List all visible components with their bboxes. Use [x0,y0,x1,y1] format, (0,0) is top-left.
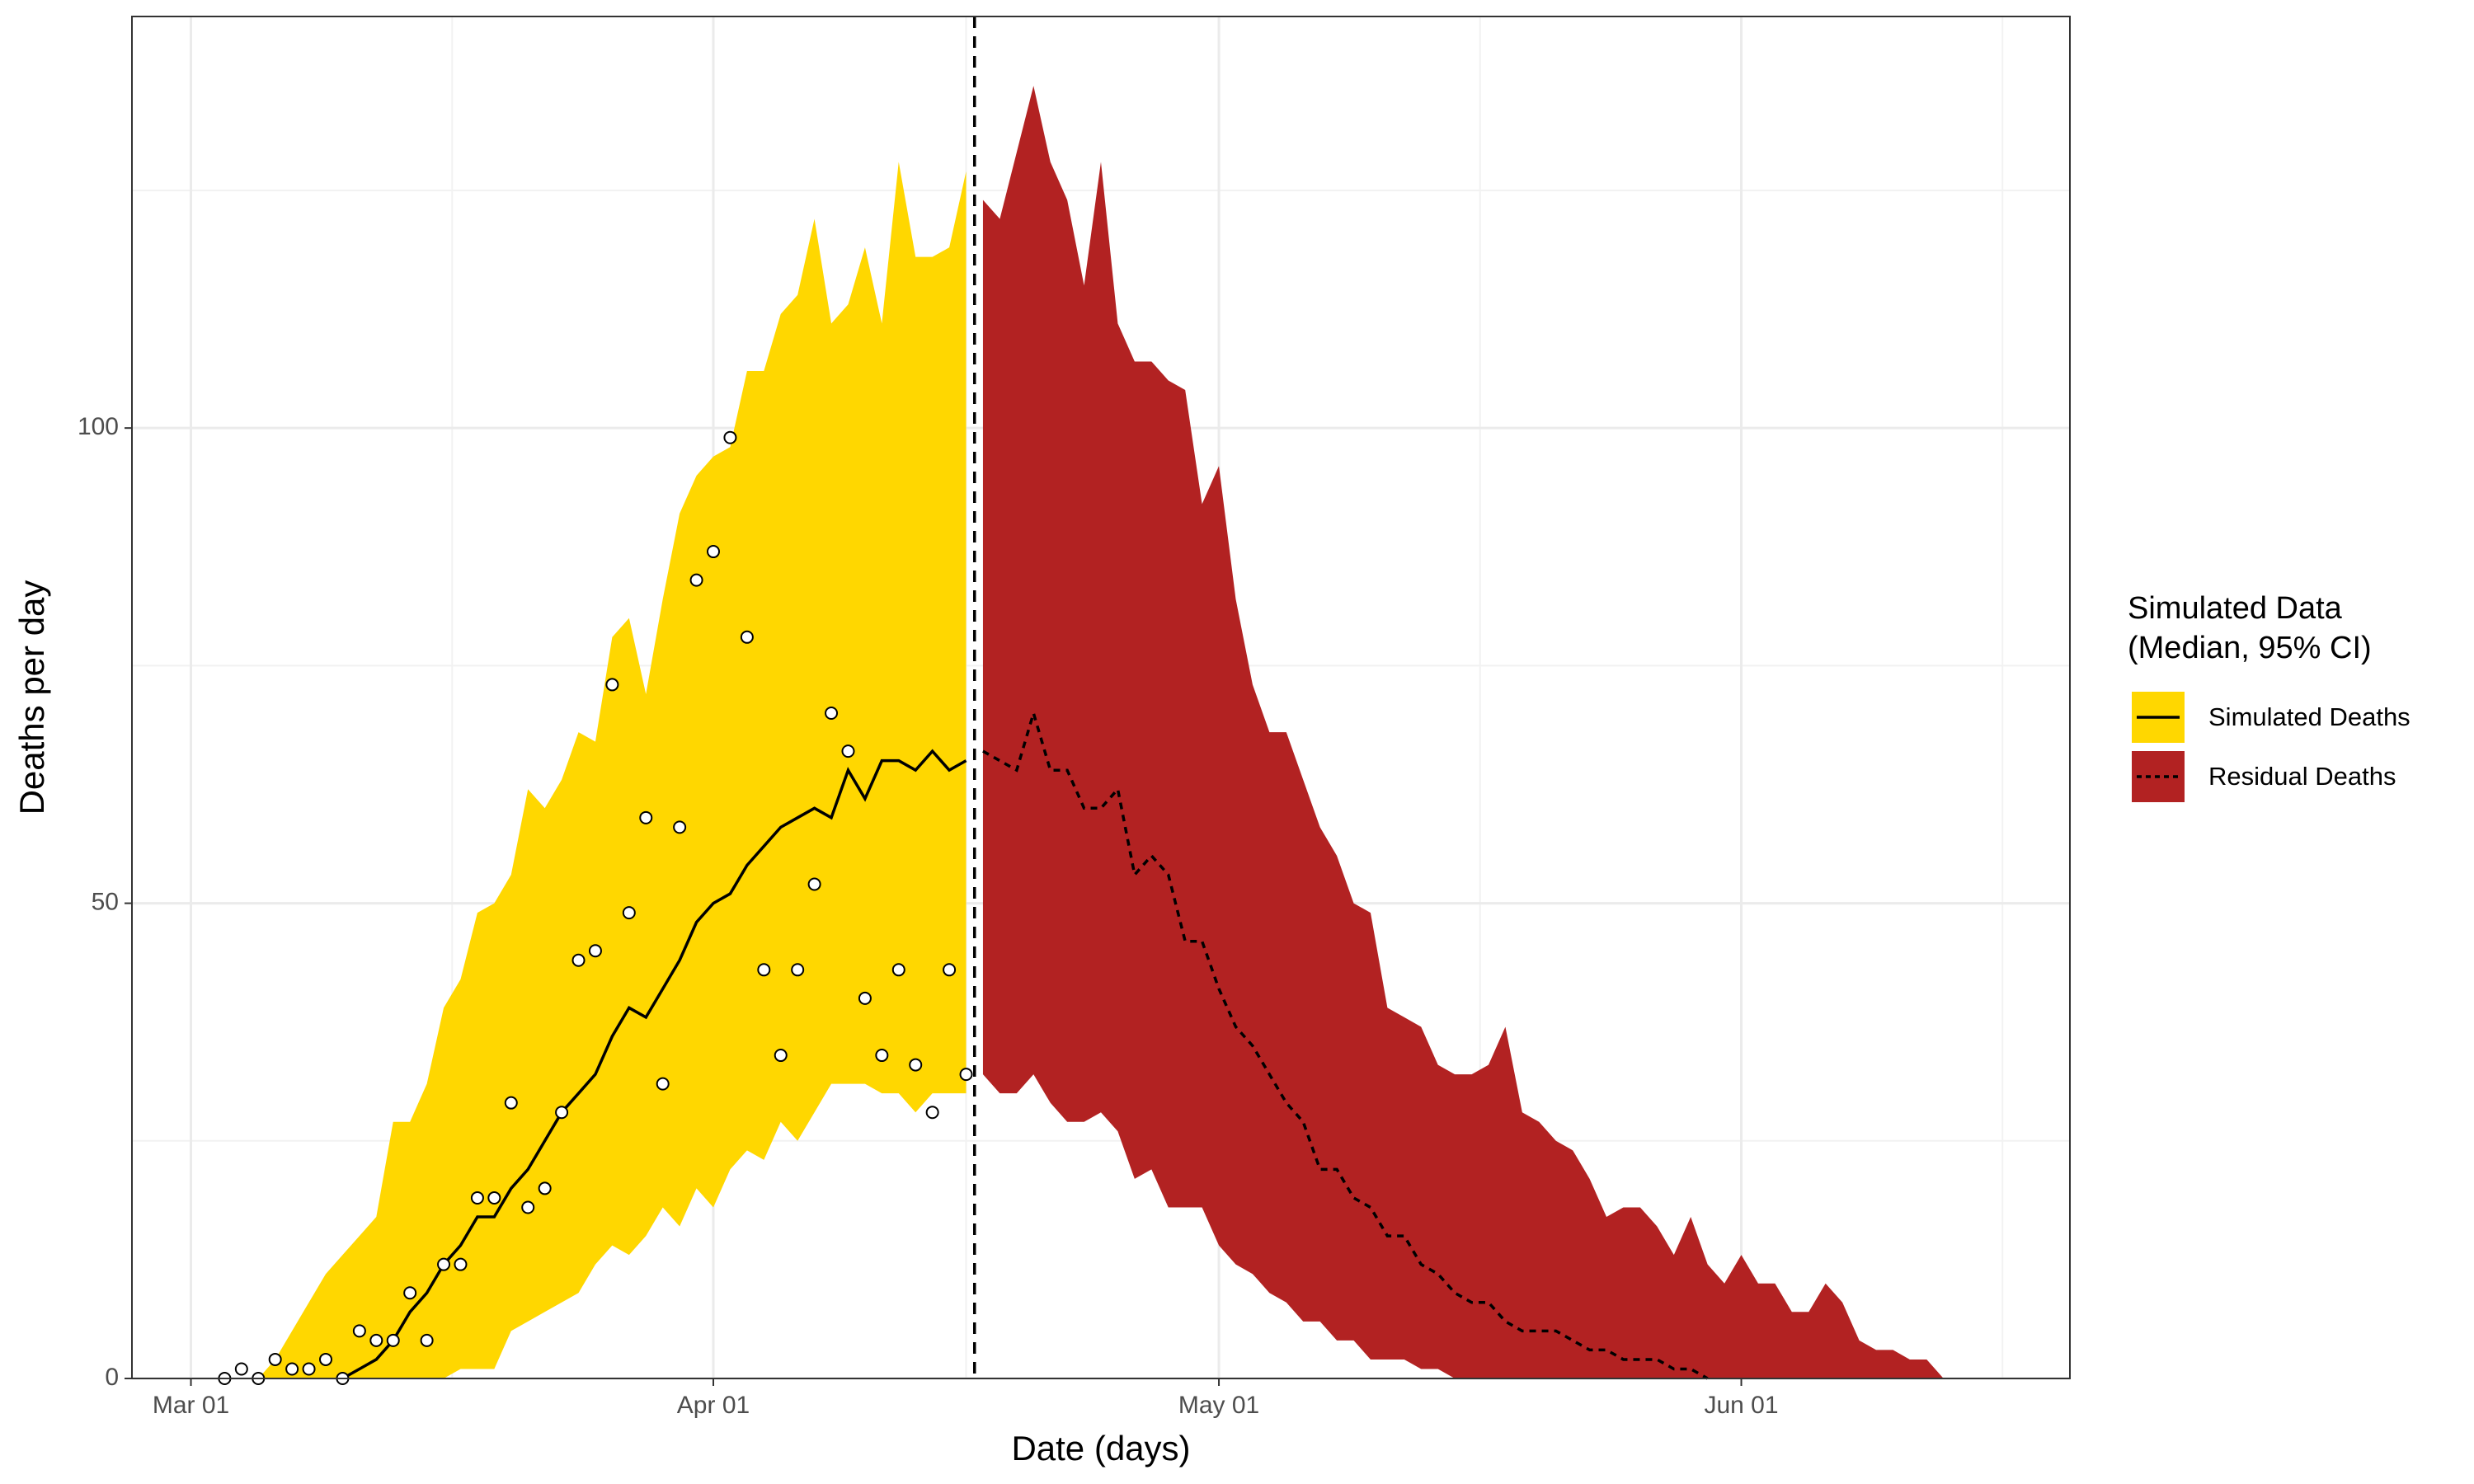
observed-point [470,1190,484,1205]
observed-point [285,1362,299,1376]
observed-point [504,1096,518,1110]
observed-point [656,1077,670,1091]
y-tick-label: 50 [92,889,119,916]
observed-point [622,906,636,920]
x-tick-label: May 01 [1178,1392,1259,1419]
observed-point [757,963,771,977]
observed-point [740,630,754,644]
observed-point [858,991,872,1005]
median-line [982,707,1709,1380]
observed-point [605,678,619,692]
observed-point [386,1333,400,1347]
observed-point [791,963,805,977]
observed-point [925,1106,939,1120]
observed-point [891,963,905,977]
observed-point [875,1049,889,1063]
legend-label: Simulated Deaths [2208,702,2411,731]
observed-point [302,1362,316,1376]
observed-point [369,1333,383,1347]
observed-point [707,545,720,559]
x-axis-title: Date (days) [1011,1429,1190,1468]
panel-border [131,16,2071,1379]
observed-point [639,810,653,824]
observed-point [689,573,703,587]
observed-point [555,1106,569,1120]
observed-point [352,1324,366,1338]
x-tick-label: Jun 01 [1704,1392,1778,1419]
observed-point [403,1286,417,1300]
observed-point [673,820,687,834]
observed-point [774,1049,788,1063]
observed-point [268,1352,282,1366]
observed-point [588,944,602,958]
observed-point [909,1058,923,1072]
observed-point [234,1362,248,1376]
observed-point [571,953,586,967]
x-tick-label: Mar 01 [153,1392,229,1419]
observed-point [487,1190,501,1205]
y-tick-label: 100 [78,413,119,440]
x-tick-label: Apr 01 [677,1392,750,1419]
observed-point [723,430,737,444]
observed-point [454,1257,468,1271]
observed-point [420,1333,434,1347]
observed-point [943,963,957,977]
observed-point [825,707,839,721]
observed-point [319,1352,332,1366]
observed-point [959,1068,973,1082]
observed-point [521,1200,535,1214]
observed-point [437,1257,451,1271]
observed-point [538,1181,552,1195]
observed-point [841,744,855,758]
y-axis-title: Deaths per day [12,580,51,815]
observed-point [807,877,821,891]
y-tick-label: 0 [105,1364,119,1391]
ci-band [258,162,967,1378]
legend-title: Simulated Data [2128,591,2343,626]
legend-label: Residual Deaths [2208,762,2396,791]
ci-band [982,86,1944,1378]
legend-title: (Median, 95% CI) [2128,631,2372,665]
